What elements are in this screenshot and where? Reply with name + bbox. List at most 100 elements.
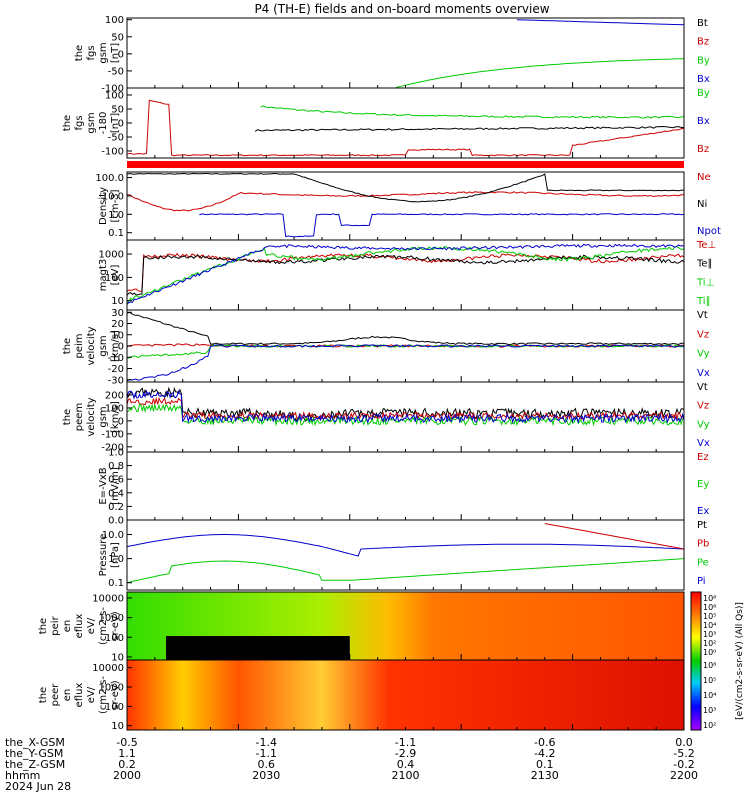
footer: the_X-GSM the_Y-GSM the_Z-GSM hhmm 2024 … <box>5 736 698 793</box>
footer-value-0-4: 0.0 <box>675 736 693 749</box>
colorbar-label: [eV/(cm2-s-sr-eV) (All Qs)] <box>735 602 745 720</box>
footer-value-2-0: 0.2 <box>118 758 136 771</box>
ytick-label-peimvel-6: -30 <box>108 375 124 386</box>
ylabel-peir-2: en <box>62 620 73 633</box>
ytick-label-peir-0: 10000 <box>92 593 124 604</box>
ylabel-density-0: Density <box>98 187 109 225</box>
legend-peemvel-2: Vy <box>697 419 710 430</box>
ytick-label-peer-1: 1000 <box>99 683 124 694</box>
legend-temp-2: Ti⊥ <box>696 277 714 288</box>
ytick-label-fgs2-0: 100 <box>105 91 124 102</box>
trace-pressure-2 <box>544 523 685 550</box>
ylabel-peer-6: sr-eV) <box>110 680 121 709</box>
legend-fgs-2: By <box>697 55 710 66</box>
colorbar-tick-top-0: 10⁸ <box>703 594 716 603</box>
footer-value-1-0: 1.1 <box>118 747 136 760</box>
ytick-label-peir-1: 1000 <box>99 613 124 624</box>
ytick-label-density-3: 0.1 <box>108 228 124 239</box>
legend-fgs2-2: Bz <box>697 144 709 155</box>
footer-value-0-0: -0.5 <box>116 736 137 749</box>
footer-value-0-1: -1.4 <box>256 736 277 749</box>
ylabel-fgs-2: gsm <box>98 42 109 63</box>
legend-peimvel-3: Vx <box>697 368 710 379</box>
trace-peimvel-0 <box>126 311 685 346</box>
ylabel-peir-0: the <box>38 618 49 634</box>
ylabel-peir-3: eflux <box>74 614 85 639</box>
colorbar-tick-top-5: 10² <box>703 639 716 648</box>
trace-fgs-1 <box>516 19 685 26</box>
legend-efield-2: Ex <box>697 506 709 517</box>
ytick-label-fgs2-3: -50 <box>108 133 124 144</box>
legend-temp-1: Te∥ <box>696 259 713 270</box>
footer-date: 2024 Jun 28 <box>5 780 71 793</box>
trace-fgs2-2 <box>126 99 685 157</box>
ytick-label-peimvel-5: -20 <box>108 364 124 375</box>
ytick-label-peimvel-4: -10 <box>108 353 124 364</box>
ylabel-peir-4: eV/ <box>86 617 97 634</box>
colorbar-tick-bottom-3: 10³ <box>703 706 716 715</box>
footer-value-2-3: 0.1 <box>536 758 554 771</box>
panel-frame-fgs2 <box>126 87 685 159</box>
trace-fgs2-1 <box>260 105 685 119</box>
ylabel-peemvel-0: the <box>62 409 73 425</box>
colorbar-tick-top-1: 10⁶ <box>703 603 716 612</box>
ylabel-fgs2-0: the <box>62 115 73 131</box>
ytick-label-density-1: 10.0 <box>102 191 124 202</box>
ytick-label-efield-5: 0.0 <box>108 516 124 527</box>
trace-peemvel-2 <box>126 403 685 427</box>
ylabel-peimvel-1: peim <box>74 333 85 358</box>
ytick-label-peimvel-1: 20 <box>111 319 124 330</box>
legend-density-2: Npot <box>697 226 721 237</box>
trace-density-0 <box>127 191 685 212</box>
ytick-label-pressure-0: 10.0 <box>102 530 124 541</box>
trace-fgs-0 <box>396 58 685 88</box>
footer-value-0-2: -1.1 <box>395 736 416 749</box>
ylabel-peer-3: eflux <box>74 683 85 708</box>
footer-label-z: the_Z-GSM <box>5 758 65 771</box>
ylabel-temp-1: [eV] <box>110 265 121 286</box>
ytick-label-fgs-4: -100 <box>101 84 124 95</box>
legend-efield-0: Ez <box>697 452 709 463</box>
panel-frame-efield <box>126 451 685 521</box>
ytick-label-pressure-1: 1.0 <box>108 554 124 565</box>
colorbar: 10⁸10⁶10⁵10⁴10³10²10⁰10⁸10⁵10⁴10³10²[eV/… <box>690 591 745 731</box>
colorbar-tick-bottom-2: 10⁴ <box>703 691 716 700</box>
footer-value-3-2: 2100 <box>392 769 420 782</box>
trace-peemvel-3 <box>126 389 685 425</box>
ytick-label-pressure-2: 0.1 <box>108 578 124 589</box>
footer-value-3-4: 2200 <box>670 769 698 782</box>
ylabel-fgs-0: the <box>74 45 85 61</box>
ytick-label-efield-0: 1.0 <box>108 448 124 459</box>
ytick-label-efield-4: 0.2 <box>108 502 124 513</box>
legend-fgs2-0: By <box>697 88 710 99</box>
legend-fgs-0: Bt <box>697 18 708 29</box>
panel-fgs: 100 50 0 -50 -100 the fgs gsm [nT] Bt Bz By Bx <box>74 15 710 94</box>
colorbar-tick-top-3: 10⁴ <box>703 621 716 630</box>
footer-value-2-2: 0.4 <box>397 758 415 771</box>
legend-temp-0: Te⊥ <box>696 240 716 251</box>
legend-pressure-1: Pb <box>697 539 709 550</box>
panel-efield: 1.0 0.8 0.6 0.4 0.2 0.0 E=-VxB [mV/m] Ez Ey Ex <box>98 448 709 527</box>
trace-temp-0 <box>126 252 685 292</box>
ytick-label-efield-2: 0.6 <box>108 475 124 486</box>
ylabel-peer-4: eV/ <box>86 686 97 703</box>
legend-peemvel-1: Vz <box>697 401 709 412</box>
ytick-label-peimvel-3: 0 <box>118 342 124 353</box>
ytick-label-temp-1: 100 <box>105 273 124 284</box>
peir-low-energy-dropout <box>165 636 350 660</box>
ytick-label-fgs-0: 100 <box>105 15 124 26</box>
legend-density-0: Ne <box>697 172 711 183</box>
ytick-label-peemvel-1: 100 <box>105 403 124 414</box>
ytick-label-efield-1: 0.8 <box>108 461 124 472</box>
footer-value-1-4: -5.2 <box>673 747 694 760</box>
trace-fgs2-0 <box>254 125 685 132</box>
footer-value-0-3: -0.6 <box>534 736 555 749</box>
colorbar-tick-bottom-0: 10⁸ <box>703 661 716 670</box>
ytick-label-fgs-1: 50 <box>111 32 124 43</box>
panel-peer: 10000 1000 100 10 the peer en eflux eV/(cm2-s-sr… <box>38 659 685 732</box>
ytick-label-peimvel-0: 30 <box>111 308 124 319</box>
ytick-label-peemvel-4: -200 <box>101 442 124 453</box>
